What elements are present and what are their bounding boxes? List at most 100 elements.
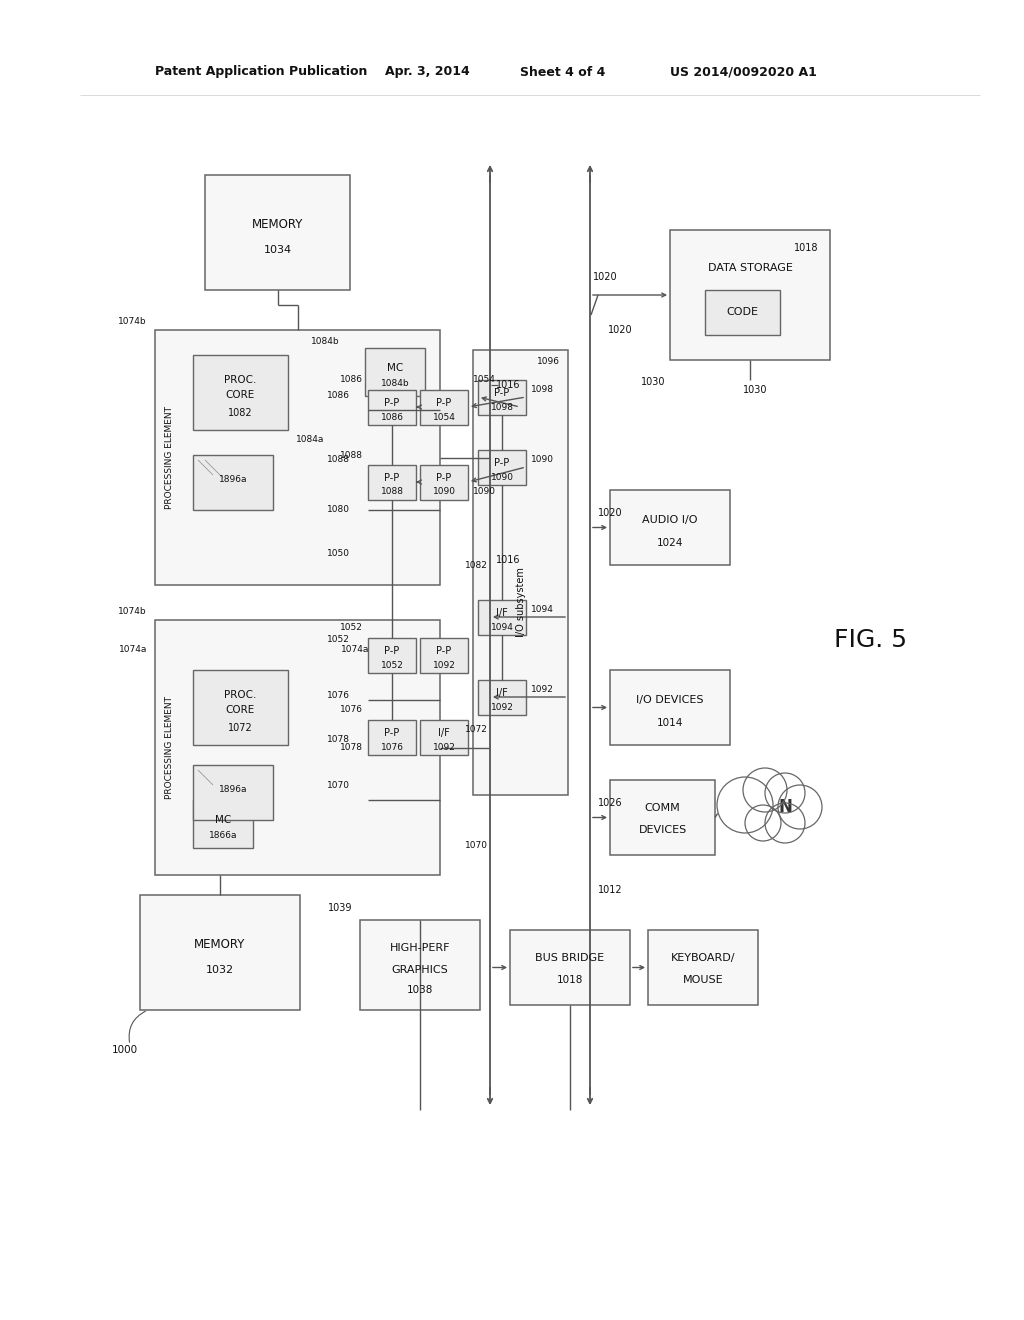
Text: KEYBOARD/: KEYBOARD/	[671, 953, 735, 964]
Text: 1050: 1050	[327, 549, 350, 557]
Text: 1018: 1018	[794, 243, 818, 253]
Text: 1020: 1020	[598, 507, 623, 517]
Bar	[705, 290, 780, 335]
Text: 1082: 1082	[227, 408, 252, 418]
Text: COMM: COMM	[645, 803, 680, 813]
Text: P-P: P-P	[436, 473, 452, 483]
Bar	[193, 455, 273, 510]
Bar	[420, 719, 468, 755]
Text: DATA STORAGE: DATA STORAGE	[708, 263, 793, 273]
Text: BUS BRIDGE: BUS BRIDGE	[536, 953, 604, 964]
Text: HIGH-PERF: HIGH-PERF	[390, 942, 451, 953]
Text: 1088: 1088	[340, 450, 362, 459]
Text: I/F: I/F	[438, 729, 450, 738]
Text: 1070: 1070	[465, 841, 488, 850]
Text: 1074a: 1074a	[341, 645, 370, 655]
Text: 1078: 1078	[340, 742, 362, 751]
Text: I/O subsystem: I/O subsystem	[515, 568, 525, 638]
Bar	[368, 389, 416, 425]
Bar	[420, 465, 468, 500]
Text: 1080: 1080	[327, 506, 350, 515]
Text: 1030: 1030	[742, 385, 767, 395]
Text: 1090: 1090	[432, 487, 456, 496]
Bar	[368, 465, 416, 500]
Bar	[420, 389, 468, 425]
Text: P-P: P-P	[436, 645, 452, 656]
Bar	[610, 780, 715, 855]
Text: I/F: I/F	[496, 609, 508, 618]
Text: 1090: 1090	[473, 487, 496, 496]
Bar	[155, 330, 440, 585]
Text: 1074b: 1074b	[119, 607, 147, 616]
Bar	[205, 176, 350, 290]
Text: 1094: 1094	[531, 606, 554, 615]
Text: 1896a: 1896a	[219, 475, 247, 484]
Bar	[193, 671, 288, 744]
Text: 1076: 1076	[340, 705, 362, 714]
Bar	[648, 931, 758, 1005]
Text: 1086: 1086	[327, 391, 350, 400]
Text: P-P: P-P	[495, 388, 510, 399]
Text: Patent Application Publication: Patent Application Publication	[155, 66, 368, 78]
Bar	[510, 931, 630, 1005]
Text: 1098: 1098	[531, 385, 554, 395]
Text: 1096: 1096	[537, 358, 560, 367]
Text: 1084a: 1084a	[296, 436, 325, 445]
Text: CODE: CODE	[726, 308, 758, 317]
Text: Apr. 3, 2014: Apr. 3, 2014	[385, 66, 470, 78]
Bar	[610, 671, 730, 744]
Text: 1020: 1020	[593, 272, 617, 282]
Text: PROC.: PROC.	[224, 375, 256, 385]
Text: 1034: 1034	[263, 246, 292, 255]
Bar	[478, 380, 526, 414]
Bar	[193, 766, 273, 820]
Text: P-P: P-P	[436, 399, 452, 408]
Text: 1039: 1039	[328, 903, 352, 913]
Bar	[193, 800, 253, 847]
Bar	[360, 920, 480, 1010]
Text: 1052: 1052	[381, 660, 403, 669]
Text: 1092: 1092	[531, 685, 554, 694]
Text: 1012: 1012	[598, 884, 623, 895]
Text: Sheet 4 of 4: Sheet 4 of 4	[520, 66, 605, 78]
Text: 1086: 1086	[340, 375, 362, 384]
Text: 1030: 1030	[640, 378, 665, 387]
Text: MC: MC	[387, 363, 403, 374]
Text: P-P: P-P	[384, 645, 399, 656]
Text: 1088: 1088	[327, 455, 350, 465]
Bar	[420, 638, 468, 673]
Text: 1072: 1072	[227, 723, 252, 733]
Text: AUDIO I/O: AUDIO I/O	[642, 515, 697, 525]
Text: 1000: 1000	[112, 1045, 138, 1055]
Circle shape	[745, 805, 781, 841]
Text: 1088: 1088	[381, 487, 403, 496]
Text: 1016: 1016	[496, 554, 520, 565]
Text: P-P: P-P	[384, 399, 399, 408]
Text: P-P: P-P	[384, 729, 399, 738]
Bar	[140, 895, 300, 1010]
Text: MOUSE: MOUSE	[683, 975, 723, 985]
Bar	[155, 620, 440, 875]
Text: 1052: 1052	[340, 623, 362, 632]
Text: PROC.: PROC.	[224, 690, 256, 700]
Text: P-P: P-P	[384, 473, 399, 483]
Text: 1052: 1052	[327, 635, 350, 644]
Text: 1014: 1014	[656, 718, 683, 729]
Text: 1094: 1094	[490, 623, 513, 631]
Text: 1072: 1072	[465, 726, 487, 734]
Text: 1090: 1090	[531, 455, 554, 465]
Bar	[478, 601, 526, 635]
Bar	[365, 348, 425, 396]
Text: 1038: 1038	[407, 985, 433, 995]
Text: DEVICES: DEVICES	[638, 825, 687, 836]
Bar	[368, 638, 416, 673]
Text: 1020: 1020	[607, 325, 632, 335]
Text: 1018: 1018	[557, 975, 584, 985]
Text: 1086: 1086	[381, 412, 403, 421]
Text: 1896a: 1896a	[219, 785, 247, 795]
Bar	[670, 230, 830, 360]
Bar	[368, 719, 416, 755]
Text: 1866a: 1866a	[209, 832, 238, 841]
Text: P-P: P-P	[495, 458, 510, 469]
Bar	[193, 355, 288, 430]
